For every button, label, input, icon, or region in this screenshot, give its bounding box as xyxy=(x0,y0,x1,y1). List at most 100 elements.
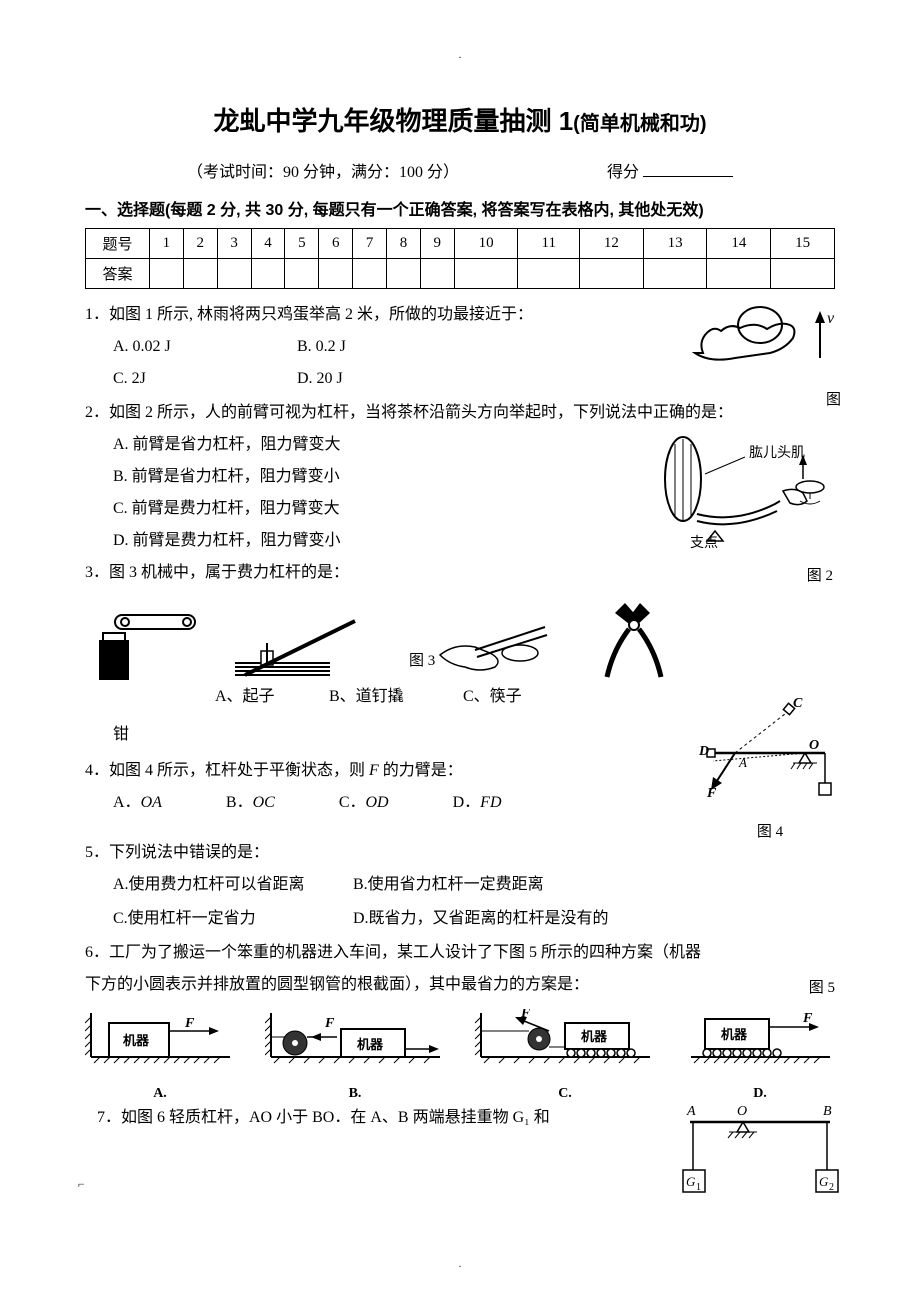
col-num: 4 xyxy=(251,229,285,259)
score-blank[interactable] xyxy=(643,176,733,177)
answer-cell[interactable] xyxy=(251,259,285,289)
header-dot: . xyxy=(85,50,835,61)
answer-cell[interactable] xyxy=(771,259,835,289)
q5-C: C.使用杠杆一定省力 xyxy=(113,903,353,935)
q4-D: D．FD xyxy=(453,787,532,819)
answer-cell[interactable] xyxy=(454,259,518,289)
answer-cell[interactable] xyxy=(150,259,184,289)
answer-cell[interactable] xyxy=(518,259,580,289)
q3-B: B、道钉撬 xyxy=(329,681,459,713)
svg-text:O: O xyxy=(737,1104,747,1119)
q3-stem: 3．图 3 机械中，属于费力杠杆的是： xyxy=(85,557,835,589)
svg-text:2: 2 xyxy=(829,1182,834,1193)
q4: 4．如图 4 所示，杠杆处于平衡状态，则 F 的力臂是： A．OA B．OC C… xyxy=(85,755,835,819)
svg-text:C: C xyxy=(793,696,803,711)
q7: 7．如图 6 轻质杠杆，AO 小于 BO．在 A、B 两端悬挂重物 G₁ 和 A… xyxy=(85,1102,835,1134)
svg-text:机器: 机器 xyxy=(721,1027,748,1042)
answer-cell[interactable] xyxy=(217,259,251,289)
col-num: 12 xyxy=(580,229,644,259)
col-num: 5 xyxy=(285,229,319,259)
answer-cell[interactable] xyxy=(420,259,454,289)
table-row: 题号 1 2 3 4 5 6 7 8 9 10 11 12 13 14 15 xyxy=(86,229,835,259)
q7-stem: 7．如图 6 轻质杠杆，AO 小于 BO．在 A、B 两端悬挂重物 G₁ 和 xyxy=(97,1109,550,1126)
col-num: 11 xyxy=(518,229,580,259)
col-num: 14 xyxy=(707,229,771,259)
col-num: 10 xyxy=(454,229,518,259)
q5-B: B.使用省力杠杆一定费距离 xyxy=(353,876,544,893)
q3-img-D xyxy=(585,595,685,697)
title-sub: (简单机械和功) xyxy=(573,113,706,135)
svg-text:F: F xyxy=(324,1016,335,1031)
answer-table: 题号 1 2 3 4 5 6 7 8 9 10 11 12 13 14 15 答… xyxy=(85,228,835,289)
table-row: 答案 xyxy=(86,259,835,289)
svg-text:D: D xyxy=(698,744,709,759)
page-title: 龙虬中学九年级物理质量抽测 1(简单机械和功) xyxy=(85,101,835,138)
svg-text:1: 1 xyxy=(696,1182,701,1193)
q6-panel-D: 机器 F D. xyxy=(685,1009,835,1108)
score-label: 得分 xyxy=(607,164,639,181)
col-num: 13 xyxy=(643,229,707,259)
answer-cell[interactable] xyxy=(387,259,421,289)
row-label: 答案 xyxy=(86,259,150,289)
q6-fig-label: 图 5 xyxy=(809,973,835,1003)
svg-text:机器: 机器 xyxy=(581,1029,608,1044)
svg-text:机器: 机器 xyxy=(357,1037,384,1052)
svg-text:F: F xyxy=(706,786,717,801)
svg-text:F: F xyxy=(802,1011,813,1026)
svg-text:A: A xyxy=(686,1104,696,1119)
q1: 1．如图 1 所示, 林雨将两只鸡蛋举高 2 米，所做的功最接近于： A. 0.… xyxy=(85,299,835,395)
col-num: 8 xyxy=(387,229,421,259)
svg-text:G: G xyxy=(686,1174,696,1189)
exam-info-row: （考试时间：90 分钟，满分：100 分） 得分 xyxy=(85,158,835,182)
section1-header: 一、选择题(每题 2 分, 共 30 分, 每题只有一个正确答案, 将答案写在表… xyxy=(85,196,835,220)
q1-C: C. 2J xyxy=(113,363,253,395)
q3-fig-label: 图 3 xyxy=(409,653,435,669)
corner-mark: ⌐ xyxy=(78,1177,85,1192)
q2: 2．如图 2 所示，人的前臂可视为杠杆，当将茶杯沿箭头方向举起时，下列说法中正确… xyxy=(85,397,835,557)
q3-img-A xyxy=(95,605,205,697)
q4-B: B．OC xyxy=(226,787,305,819)
col-num: 9 xyxy=(420,229,454,259)
q5: 5．下列说法中错误的是： A.使用费力杠杆可以省距离B.使用省力杠杆一定费距离 … xyxy=(85,837,835,935)
q1-B: B. 0.2 J xyxy=(297,331,346,363)
q6-stem2: 下方的小圆表示并排放置的圆型钢管的根截面），其中最省力的方案是： xyxy=(85,969,835,1001)
q4-figure: C D A O F 图 4 xyxy=(695,695,845,847)
col-num: 3 xyxy=(217,229,251,259)
col-num: 2 xyxy=(183,229,217,259)
q5-stem: 5．下列说法中错误的是： xyxy=(85,837,835,869)
svg-text:肱儿头肌: 肱儿头肌 xyxy=(749,445,805,461)
svg-text:支点: 支点 xyxy=(690,535,718,549)
q4-C: C．OD xyxy=(339,787,419,819)
col-num: 1 xyxy=(150,229,184,259)
q5-D: D.既省力，又省距离的杠杆是没有的 xyxy=(353,910,609,927)
svg-text:A: A xyxy=(738,755,747,770)
answer-cell[interactable] xyxy=(580,259,644,289)
title-main: 龙虬中学九年级物理质量抽测 1 xyxy=(213,106,573,136)
answer-cell[interactable] xyxy=(183,259,217,289)
q3-C: C、筷子 xyxy=(463,681,522,713)
row-label: 题号 xyxy=(86,229,150,259)
answer-cell[interactable] xyxy=(319,259,353,289)
col-num: 15 xyxy=(771,229,835,259)
q4-A: A．OA xyxy=(113,787,192,819)
svg-text:v: v xyxy=(827,310,835,327)
q1-D: D. 20 J xyxy=(297,363,343,395)
q2-stem: 2．如图 2 所示，人的前臂可视为杠杆，当将茶杯沿箭头方向举起时，下列说法中正确… xyxy=(85,397,835,429)
q6-stem1: 6．工厂为了搬运一个笨重的机器进入车间，某工人设计了下图 5 所示的四种方案（机… xyxy=(85,937,835,969)
answer-cell[interactable] xyxy=(353,259,387,289)
q6-panel-B: 机器 F B. xyxy=(265,1009,445,1108)
q1-A: A. 0.02 J xyxy=(113,331,253,363)
svg-text:O: O xyxy=(809,738,819,753)
answer-cell[interactable] xyxy=(285,259,319,289)
q6-panel-C: F 机器 C. xyxy=(475,1009,655,1108)
q6: 6．工厂为了搬运一个笨重的机器进入车间，某工人设计了下图 5 所示的四种方案（机… xyxy=(85,937,835,1108)
col-num: 7 xyxy=(353,229,387,259)
svg-text:机器: 机器 xyxy=(123,1033,150,1048)
answer-cell[interactable] xyxy=(643,259,707,289)
svg-text:F: F xyxy=(520,1009,531,1021)
exam-time: （考试时间：90 分钟，满分：100 分） xyxy=(187,164,459,181)
answer-cell[interactable] xyxy=(707,259,771,289)
q7-figure: A O B G1 G2 xyxy=(675,1100,845,1212)
svg-text:G: G xyxy=(819,1174,829,1189)
q5-A: A.使用费力杠杆可以省距离 xyxy=(113,869,353,901)
